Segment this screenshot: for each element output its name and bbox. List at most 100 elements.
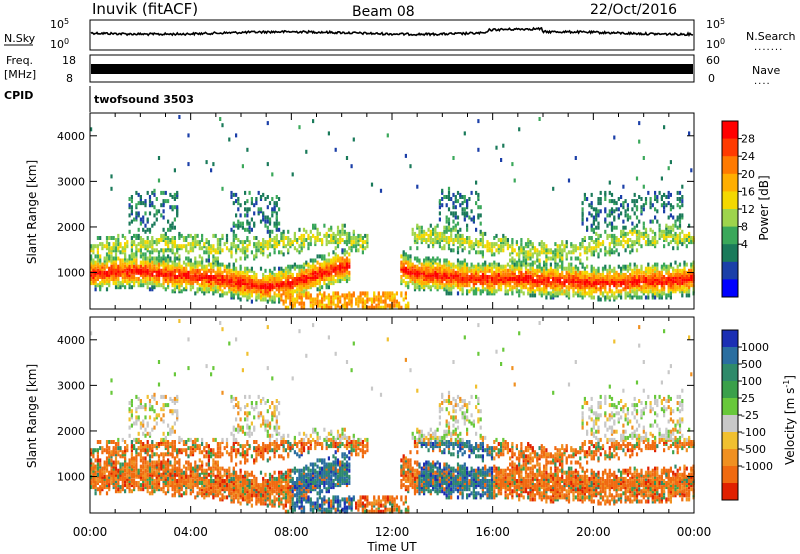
- power-cell: [441, 203, 444, 208]
- power-cell: [475, 240, 478, 245]
- power-cell: [142, 266, 145, 271]
- power-cell: [610, 293, 614, 298]
- power-cell: [239, 297, 242, 302]
- velocity-cell: [148, 481, 152, 485]
- power-cell: [336, 225, 340, 230]
- power-cell: [282, 272, 285, 277]
- power-cell: [678, 275, 682, 279]
- power-cell: [314, 264, 317, 269]
- power-cell: [268, 295, 272, 300]
- power-cell: [162, 209, 165, 214]
- power-cell: [663, 201, 666, 206]
- power-cell: [151, 223, 154, 228]
- power-cell: [284, 295, 287, 300]
- power-cell: [273, 279, 276, 284]
- power-cell: [604, 248, 607, 253]
- power-cell: [660, 176, 663, 181]
- power-cell: [561, 281, 564, 286]
- power-cell: [225, 240, 229, 245]
- power-cell: [232, 283, 235, 288]
- power-cell: [364, 299, 367, 304]
- power-cell: [142, 279, 145, 284]
- power-cell: [635, 268, 639, 273]
- power-cell: [255, 252, 258, 257]
- power-cell: [495, 145, 498, 150]
- power-cell: [443, 260, 446, 265]
- power-cell: [112, 260, 115, 265]
- freq-panel: [89, 54, 695, 83]
- power-cell: [416, 264, 419, 269]
- power-cell: [133, 240, 136, 245]
- power-cell: [644, 201, 648, 206]
- power-cell: [649, 289, 652, 294]
- power-cell: [133, 281, 136, 286]
- power-cell: [416, 272, 419, 277]
- power-cell: [334, 246, 337, 251]
- power-cell: [157, 268, 161, 273]
- power-cell: [377, 299, 380, 304]
- power-cell: [339, 236, 342, 240]
- power-cell: [547, 291, 550, 296]
- power-cell: [250, 291, 253, 296]
- power-cell: [420, 233, 423, 238]
- power-cell: [327, 233, 330, 238]
- power-cell: [296, 293, 299, 298]
- power-cell: [454, 275, 457, 279]
- power-cell: [318, 275, 321, 279]
- power-cell: [556, 272, 559, 277]
- power-cell: [117, 268, 120, 273]
- power-cell: [225, 283, 229, 288]
- power-cell: [187, 250, 190, 255]
- power-cell: [96, 250, 99, 255]
- power-cell: [459, 192, 462, 197]
- power-cell: [409, 264, 412, 269]
- power-cell: [293, 231, 296, 236]
- power-cell: [572, 270, 575, 275]
- power-cell: [418, 275, 421, 279]
- power-cell: [307, 262, 310, 267]
- power-cell: [228, 248, 231, 253]
- power-cell: [244, 252, 247, 257]
- power-cell: [398, 303, 401, 308]
- power-cell: [570, 250, 573, 255]
- power-cell: [606, 275, 609, 279]
- power-cell: [382, 299, 385, 304]
- power-cell: [96, 244, 99, 249]
- power-cell: [207, 275, 210, 279]
- power-cell: [96, 275, 99, 279]
- power-cell: [407, 303, 410, 308]
- power-cell: [312, 299, 315, 304]
- power-cell: [477, 250, 480, 255]
- freq-tick-bottom: 8: [66, 72, 73, 85]
- power-cell: [515, 264, 518, 269]
- power-cell: [142, 268, 145, 273]
- power-cell: [631, 268, 634, 273]
- power-cell: [305, 238, 308, 242]
- power-cell: [527, 240, 530, 245]
- power-cell: [103, 279, 106, 284]
- power-cell: [133, 268, 136, 273]
- power-cell: [105, 252, 109, 257]
- power-cell: [271, 283, 274, 288]
- power-cell: [638, 275, 641, 279]
- velocity-cell: [148, 472, 152, 477]
- power-cell: [672, 223, 675, 228]
- power-cell: [672, 275, 675, 279]
- power-cell: [538, 279, 541, 284]
- power-cell: [479, 213, 482, 218]
- power-cell: [348, 264, 351, 269]
- power-cell: [171, 279, 174, 284]
- power-cell: [588, 203, 591, 208]
- power-cell: [436, 236, 439, 240]
- power-cell: [432, 283, 435, 288]
- velocity-cell: [133, 462, 136, 467]
- power-cell: [450, 262, 453, 267]
- velocity-cell: [96, 472, 99, 477]
- power-cell: [640, 275, 643, 279]
- power-cell: [531, 260, 534, 265]
- power-cell: [108, 246, 111, 251]
- power-cell: [445, 236, 448, 240]
- power-cell: [656, 279, 659, 284]
- power-cell: [502, 143, 505, 148]
- power-cell: [164, 231, 167, 236]
